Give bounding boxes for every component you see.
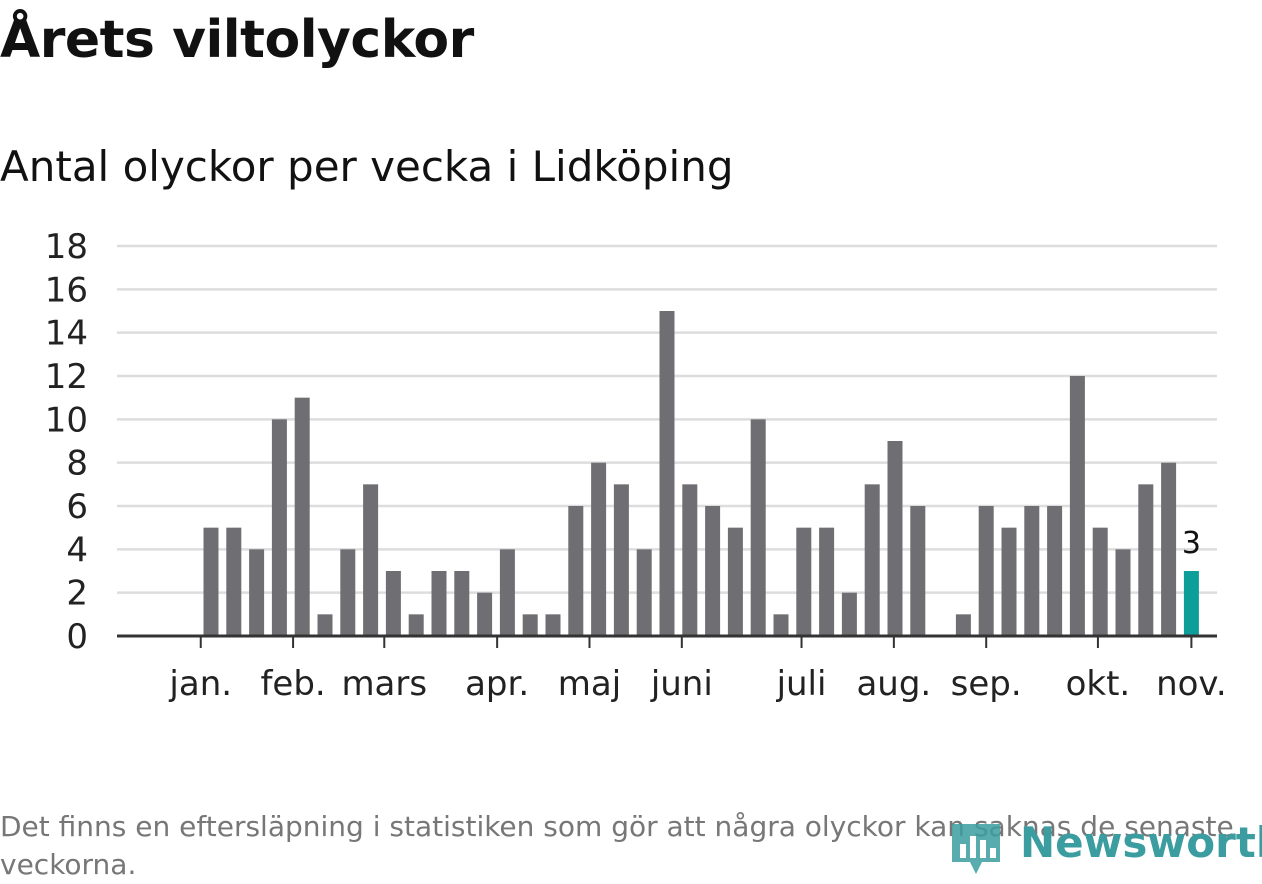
x-tick-label: juni — [650, 664, 713, 704]
bar — [294, 397, 310, 636]
bar — [591, 462, 607, 636]
x-tick-label: jan. — [168, 664, 232, 704]
bar — [317, 614, 333, 636]
chart-subtitle: Antal olyckor per vecka i Lidköping — [0, 142, 734, 191]
bar — [1069, 376, 1085, 636]
newsworthy-logo-icon — [952, 824, 1000, 874]
bar — [1047, 506, 1063, 636]
bar — [1138, 484, 1154, 636]
y-tick-label: 14 — [45, 314, 88, 354]
x-tick-label: aug. — [856, 664, 931, 704]
footnote: Det finns en eftersläpning i statistiken… — [0, 810, 1234, 881]
bar — [727, 527, 743, 636]
bar — [613, 484, 629, 636]
bar — [363, 484, 379, 636]
y-tick-label: 10 — [45, 400, 88, 440]
bar — [271, 419, 287, 636]
bar — [477, 592, 493, 636]
x-tick-label: okt. — [1066, 664, 1131, 704]
bar — [705, 506, 721, 636]
x-tick-label: feb. — [260, 664, 325, 704]
bar — [910, 506, 926, 636]
y-tick-label: 12 — [45, 357, 88, 397]
bar — [454, 571, 470, 636]
bar — [1001, 527, 1017, 636]
bar — [340, 549, 356, 636]
y-tick-label: 0 — [66, 617, 88, 657]
y-tick-label: 8 — [66, 444, 88, 484]
bar-value-label: 3 — [1182, 526, 1201, 561]
bar — [1161, 462, 1177, 636]
bar — [659, 311, 675, 636]
bar — [522, 614, 538, 636]
bar — [203, 527, 219, 636]
x-tick-label: apr. — [465, 664, 529, 704]
bar — [864, 484, 880, 636]
chart-title: Årets viltolyckor — [0, 10, 474, 70]
bar — [636, 549, 652, 636]
bar — [249, 549, 265, 636]
bar — [226, 527, 242, 636]
bar — [978, 506, 994, 636]
bar — [568, 506, 584, 636]
x-tick-label: juli — [776, 664, 827, 704]
bar — [545, 614, 561, 636]
bar — [773, 614, 789, 636]
y-tick-label: 18 — [45, 227, 88, 267]
x-tick-label: mars — [341, 664, 427, 704]
bar — [385, 571, 401, 636]
bar — [955, 614, 971, 636]
bar — [682, 484, 698, 636]
bar — [841, 592, 857, 636]
bar — [750, 419, 766, 636]
newsworthy-logo-text: Newsworthy — [1020, 818, 1262, 867]
bar — [1183, 571, 1199, 636]
x-tick-label: maj — [558, 664, 621, 704]
y-tick-label: 6 — [66, 487, 88, 527]
x-tick-label: sep. — [951, 664, 1022, 704]
y-tick-label: 2 — [66, 574, 88, 614]
bar — [1024, 506, 1040, 636]
bar — [819, 527, 835, 636]
y-tick-label: 16 — [45, 270, 88, 310]
bar — [408, 614, 424, 636]
bar — [431, 571, 447, 636]
x-tick-label: nov. — [1156, 664, 1227, 704]
bar — [1092, 527, 1108, 636]
y-tick-label: 4 — [66, 530, 88, 570]
newsworthy-logo: Newsworthy — [950, 818, 1262, 878]
bar — [1115, 549, 1131, 636]
bar — [796, 527, 812, 636]
bar — [887, 441, 903, 636]
bar — [499, 549, 515, 636]
